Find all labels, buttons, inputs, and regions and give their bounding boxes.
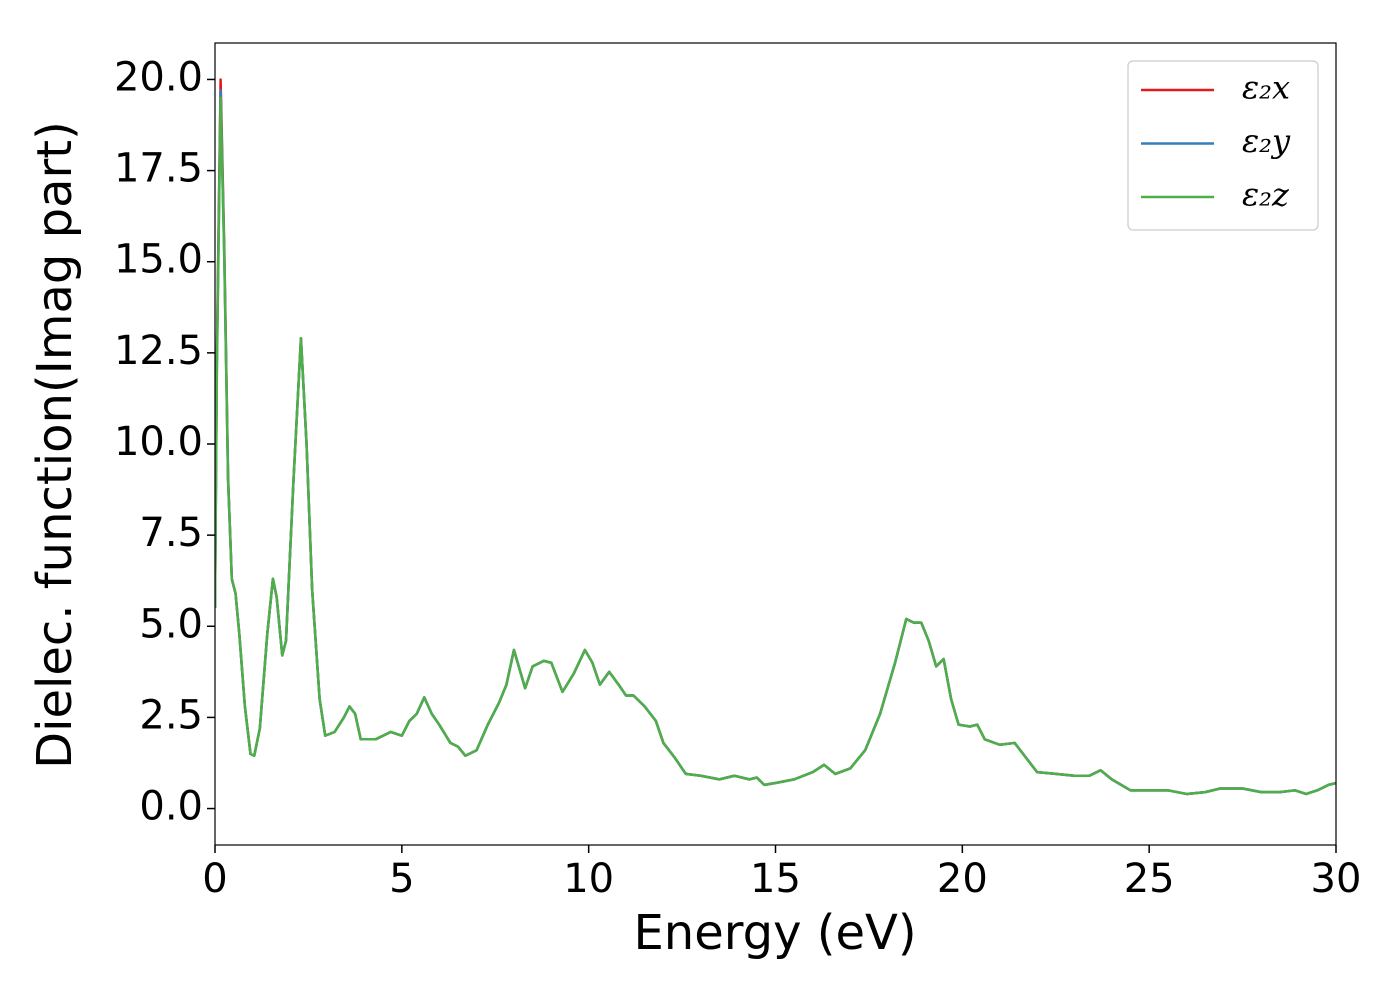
y-tick-label: 2.5 [139,692,203,738]
x-tick-label: 15 [750,856,801,902]
series-line [215,96,1336,796]
x-tick-label: 30 [1311,856,1362,902]
y-tick-label: 15.0 [114,237,203,283]
y-tick-label: 17.5 [114,146,203,192]
y-tick-label: 0.0 [139,784,203,830]
plot-frame [214,42,1337,846]
x-tick-label: 20 [937,856,988,902]
y-tick-label: 10.0 [114,419,203,465]
y-tick-label: 7.5 [139,510,203,556]
x-tick-label: 0 [202,856,227,902]
x-tick-label: 25 [1124,856,1175,902]
y-tick-label: 12.5 [114,328,203,374]
legend-label: ε₂x [1242,69,1290,107]
legend-label: ε₂z [1242,176,1290,214]
x-tick-label: 10 [563,856,614,902]
x-tick-label: 5 [389,856,414,902]
y-tick-label: 5.0 [139,601,203,647]
y-tick-label: 20.0 [114,54,203,100]
legend-box [1127,60,1319,231]
y-axis-label: Dielec. function(Imag part) [27,121,83,769]
x-axis-label: Energy (eV) [633,905,916,961]
legend-label: ε₂y [1242,122,1291,160]
